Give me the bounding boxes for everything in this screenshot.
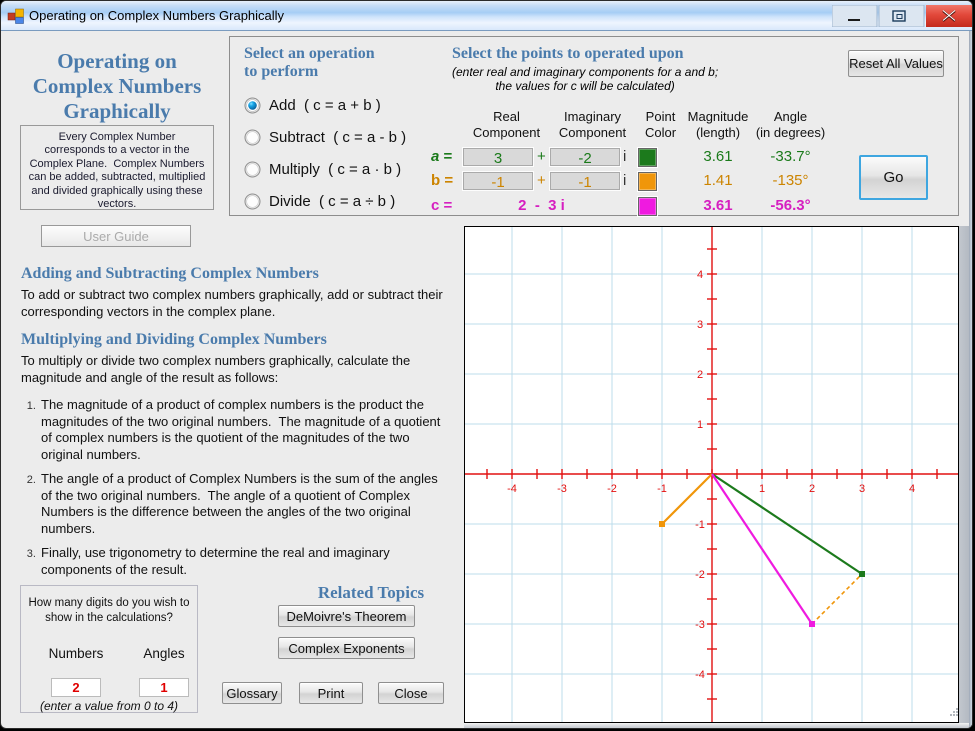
svg-text:-1: -1 xyxy=(657,483,667,495)
svg-text:3: 3 xyxy=(859,483,865,495)
svg-text:-2: -2 xyxy=(695,569,705,581)
svg-text:-3: -3 xyxy=(557,483,567,495)
svg-text:-4: -4 xyxy=(695,669,705,681)
svg-text:-1: -1 xyxy=(695,519,705,531)
svg-text:2: 2 xyxy=(697,369,703,381)
svg-text:1: 1 xyxy=(759,483,765,495)
svg-text:-2: -2 xyxy=(607,483,617,495)
svg-text:1: 1 xyxy=(697,419,703,431)
svg-text:3: 3 xyxy=(697,319,703,331)
svg-text:4: 4 xyxy=(697,269,703,281)
svg-text:-3: -3 xyxy=(695,619,705,631)
svg-text:-4: -4 xyxy=(507,483,517,495)
svg-text:4: 4 xyxy=(909,483,915,495)
svg-text:2: 2 xyxy=(809,483,815,495)
